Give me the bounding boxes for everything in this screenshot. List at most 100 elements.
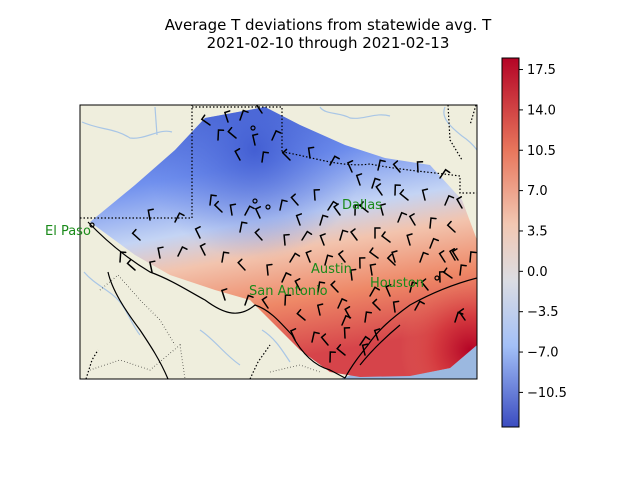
wind-barb <box>119 251 127 263</box>
wind-barb <box>294 278 301 291</box>
wind-barb <box>239 109 249 121</box>
wind-barb <box>324 254 334 266</box>
wind-barb <box>317 281 326 293</box>
wind-barb <box>448 248 456 261</box>
wind-barb <box>284 294 292 306</box>
wind-barb <box>254 206 262 219</box>
wind-barb <box>301 230 313 241</box>
wind-barb <box>337 297 348 309</box>
city-label-el-paso: El Paso <box>45 224 91 239</box>
wind-barb <box>364 311 373 323</box>
wind-barb <box>327 200 339 211</box>
wind-barb <box>313 188 321 201</box>
wind-barb <box>336 344 346 356</box>
wind-barb <box>343 327 351 339</box>
wind-barb <box>320 333 329 346</box>
wind-barb <box>329 351 337 363</box>
wind-barb <box>455 196 463 209</box>
wind-barb <box>344 306 351 319</box>
wind-barb <box>234 148 241 161</box>
wind-barb <box>177 245 188 257</box>
wind-barb <box>409 281 419 293</box>
colorbar-tick: 7.0 <box>519 184 548 199</box>
wind-barb <box>296 308 306 321</box>
colorbar-scale <box>501 57 520 428</box>
rivers <box>81 106 477 366</box>
wind-barb <box>377 159 386 171</box>
wind-barb <box>341 314 352 326</box>
wind-barb <box>385 284 392 297</box>
colorbar-tick: 17.5 <box>519 63 556 78</box>
wind-barb <box>408 213 416 226</box>
wind-barb <box>221 251 230 263</box>
wind-barb <box>261 296 269 309</box>
wind-barb <box>126 258 136 271</box>
wind-barb <box>373 328 381 341</box>
wind-barb <box>311 331 320 343</box>
wind-barb <box>295 213 303 226</box>
wind-barb <box>281 271 292 283</box>
wind-barb <box>147 208 154 221</box>
wind-barb <box>355 173 363 186</box>
wind-barb <box>368 247 379 259</box>
wind-barb <box>149 260 156 273</box>
wind-barb <box>444 194 455 206</box>
wind-barb <box>199 243 206 256</box>
wind-barb <box>439 168 451 179</box>
wind-barb <box>421 188 429 201</box>
map-title: Average T deviations from statewide avg.… <box>164 16 492 34</box>
colorbar-tick-label: 7.0 <box>527 184 548 199</box>
wind-barb <box>337 250 346 263</box>
station-marker <box>434 275 440 281</box>
wind-barb <box>251 133 259 146</box>
wind-barb <box>354 204 361 216</box>
wind-barb <box>371 298 381 311</box>
wind-barb <box>399 189 409 201</box>
map-axes <box>79 104 478 380</box>
wind-barb <box>414 300 425 311</box>
wind-barbs <box>119 105 477 363</box>
colorbar-tick-label: −3.5 <box>527 305 559 320</box>
wind-barb <box>194 226 201 239</box>
wind-barb <box>349 228 358 241</box>
country-borders <box>89 274 321 379</box>
wind-barb <box>289 328 297 341</box>
wind-barb <box>397 211 408 223</box>
wind-barb <box>458 308 466 321</box>
wind-barb <box>451 248 459 261</box>
wind-barb <box>459 264 467 276</box>
wind-barb <box>200 114 211 126</box>
wind-barb <box>266 263 273 276</box>
wind-barb <box>333 203 341 216</box>
station-markers <box>89 125 440 281</box>
wind-barb <box>442 267 453 279</box>
wind-barb <box>157 246 164 259</box>
wind-barb <box>416 161 424 173</box>
colorbar-tick-label: −10.5 <box>527 386 567 401</box>
wind-barb <box>369 286 381 297</box>
wind-barb <box>307 146 315 159</box>
wind-barb <box>469 251 477 263</box>
colorbar-ticks: 17.5 14.0 10.5 7.0 3.5 <box>519 63 567 401</box>
colorbar-tick: 10.5 <box>519 144 556 159</box>
station-marker <box>252 198 258 204</box>
wind-barb <box>380 231 391 243</box>
station-marker <box>250 125 256 131</box>
wind-barb <box>239 221 248 233</box>
colorbar-tick-label: 0.0 <box>527 265 548 280</box>
wind-barb <box>359 201 369 213</box>
colorbar-tick-label: 3.5 <box>527 224 548 239</box>
colorbar-tick: 14.0 <box>519 103 556 118</box>
wind-barb <box>406 233 413 246</box>
wind-barb <box>131 228 141 241</box>
city-label-houston: Houston <box>370 276 424 291</box>
wind-barb <box>446 220 456 233</box>
colorbar-tick-label: 17.5 <box>527 63 556 78</box>
colorbar-tick-label: 10.5 <box>527 144 556 159</box>
wind-barb <box>419 251 429 263</box>
wind-barb <box>438 271 446 283</box>
wind-barb <box>220 288 228 301</box>
wind-barb <box>374 227 381 239</box>
